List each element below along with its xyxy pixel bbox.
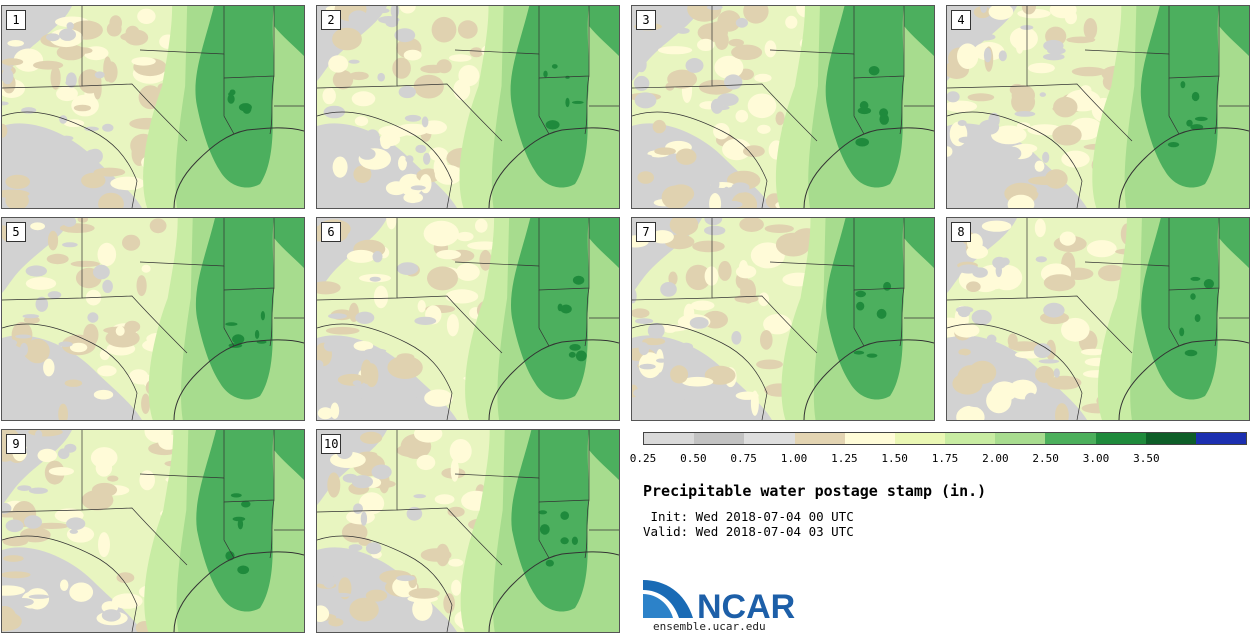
legend-swatch <box>1045 433 1096 444</box>
precip-water-map <box>632 218 934 420</box>
init-time: Init: Wed 2018-07-04 00 UTC <box>643 509 854 524</box>
ncar-logo-arc <box>643 580 693 618</box>
legend-swatch <box>995 433 1046 444</box>
legend-swatch <box>1145 433 1196 444</box>
legend-swatch <box>945 433 996 444</box>
panel-number-label: 8 <box>951 222 971 242</box>
legend-swatch <box>894 433 946 444</box>
ncar-logo-text: NCAR <box>697 588 795 623</box>
precip-water-map <box>947 6 1249 208</box>
legend-tick-label: 1.00 <box>780 452 808 465</box>
precip-water-map <box>2 218 304 420</box>
panel-number-label: 9 <box>6 434 26 454</box>
member-panel-1: 1 <box>1 5 305 209</box>
color-legend-bar <box>643 432 1247 445</box>
legend-swatch <box>844 433 895 444</box>
legend-swatch <box>694 433 745 444</box>
panel-number-label: 3 <box>636 10 656 30</box>
ncar-logo-arc-inner <box>643 594 673 618</box>
ncar-logo: NCAR <box>643 580 795 623</box>
member-panel-10: 10 <box>316 429 620 633</box>
legend-tick-label: 2.00 <box>982 452 1009 465</box>
member-panel-9: 9 <box>1 429 305 633</box>
member-panel-6: 6 <box>316 217 620 421</box>
legend-tick-label: 3.50 <box>1133 452 1160 465</box>
member-panel-5: 5 <box>1 217 305 421</box>
member-panel-4: 4 <box>946 5 1250 209</box>
legend-tick-label: 2.50 <box>1032 452 1059 465</box>
legend-tick-label: 1.50 <box>881 452 908 465</box>
precip-water-map <box>2 6 304 208</box>
panel-number-label: 6 <box>321 222 341 242</box>
panel-number-label: 5 <box>6 222 26 242</box>
legend-tick-label: 1.75 <box>931 452 959 465</box>
panel-number-label: 7 <box>636 222 656 242</box>
legend-swatch <box>794 433 845 444</box>
legend-tick-label: 0.75 <box>730 452 757 465</box>
legend-swatch <box>1195 433 1247 444</box>
chart-title: Precipitable water postage stamp (in.) <box>643 482 987 500</box>
member-panel-8: 8 <box>946 217 1250 421</box>
panel-number-label: 1 <box>6 10 26 30</box>
legend-tick-label: 1.25 <box>831 452 858 465</box>
legend-tick-label: 0.25 <box>629 452 657 465</box>
legend-tick-label: 0.50 <box>680 452 707 465</box>
precip-water-map <box>317 6 619 208</box>
legend-swatch <box>644 433 695 444</box>
legend-swatch <box>744 433 795 444</box>
precip-water-map <box>317 430 619 632</box>
member-panel-3: 3 <box>631 5 935 209</box>
panel-number-label: 10 <box>321 434 342 454</box>
valid-time: Valid: Wed 2018-07-04 03 UTC <box>643 524 854 539</box>
member-panel-2: 2 <box>316 5 620 209</box>
panel-number-label: 2 <box>321 10 341 30</box>
legend-swatch <box>1095 433 1146 444</box>
precip-water-map <box>317 218 619 420</box>
precip-water-map <box>632 6 934 208</box>
ensemble-url: ensemble.ucar.edu <box>653 620 766 633</box>
member-panel-7: 7 <box>631 217 935 421</box>
panel-number-label: 4 <box>951 10 971 30</box>
precip-water-map <box>947 218 1249 420</box>
precip-water-map <box>2 430 304 632</box>
legend-tick-label: 3.00 <box>1082 452 1110 465</box>
